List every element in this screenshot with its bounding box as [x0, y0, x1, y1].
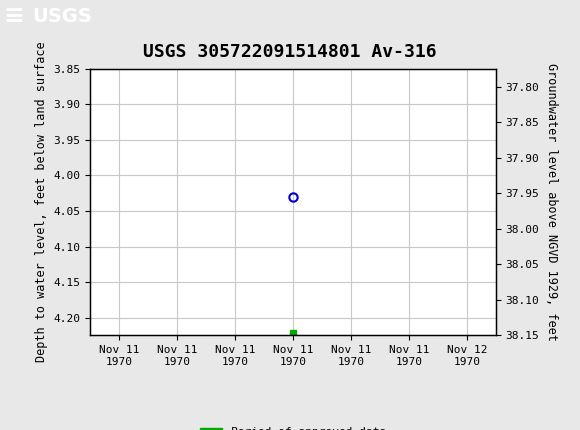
Text: ≡: ≡ — [3, 4, 24, 28]
Y-axis label: Depth to water level, feet below land surface: Depth to water level, feet below land su… — [35, 42, 48, 362]
Text: USGS 305722091514801 Av-316: USGS 305722091514801 Av-316 — [143, 43, 437, 61]
Text: USGS: USGS — [32, 6, 92, 26]
Legend: Period of approved data: Period of approved data — [195, 423, 390, 430]
Y-axis label: Groundwater level above NGVD 1929, feet: Groundwater level above NGVD 1929, feet — [545, 63, 558, 341]
